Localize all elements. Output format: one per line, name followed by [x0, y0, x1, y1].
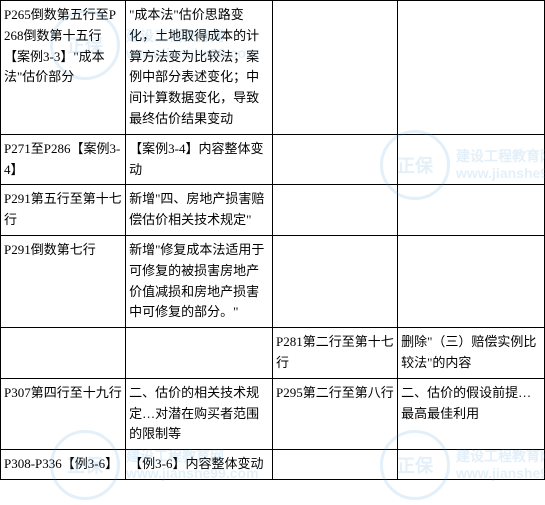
table-cell: "成本法"估价思路变化，土地取得成本的计算方法变为比较法；案例中部分表述变化；中…: [126, 1, 273, 135]
table-cell: 删除"（三）赔偿实例比较法"的内容: [398, 328, 545, 379]
table-cell: P295第二行至第八行: [272, 378, 397, 449]
table-cell: 二、估价的相关技术规定…对潜在购买者范围的限制等: [126, 378, 273, 449]
table-row: P291第五行至第十七行 新增"四、房地产损害赔偿估价相关技术规定": [1, 185, 545, 236]
table-cell: [398, 1, 545, 135]
table-row: P291倒数第七行 新增"修复成本法适用于可修复的被损害房地产价值减损和房地产损…: [1, 235, 545, 327]
table-cell: [272, 1, 397, 135]
table-cell: 二、估价的假设前提…最高最佳利用: [398, 378, 545, 449]
table-cell: 【例3-6】内容整体变动: [126, 450, 273, 480]
table-cell: [1, 328, 126, 379]
table-cell: P265倒数第五行至P268倒数第十五行【案例3-3】"成本法"估价部分: [1, 1, 126, 135]
table-row: P271至P286【案例3-4】 【案例3-4】内容整体变动: [1, 134, 545, 185]
table-cell: 【案例3-4】内容整体变动: [126, 134, 273, 185]
table-body: P265倒数第五行至P268倒数第十五行【案例3-3】"成本法"估价部分 "成本…: [1, 1, 545, 480]
table-cell: 新增"修复成本法适用于可修复的被损害房地产价值减损和房地产损害中可修复的部分。": [126, 235, 273, 327]
table-cell: 新增"四、房地产损害赔偿估价相关技术规定": [126, 185, 273, 236]
table-cell: [272, 185, 397, 236]
table-cell: [126, 328, 273, 379]
table-cell: P291第五行至第十七行: [1, 185, 126, 236]
table-cell: [398, 185, 545, 236]
table-row: P265倒数第五行至P268倒数第十五行【案例3-3】"成本法"估价部分 "成本…: [1, 1, 545, 135]
content-table: P265倒数第五行至P268倒数第十五行【案例3-3】"成本法"估价部分 "成本…: [0, 0, 545, 480]
table-row: P307第四行至十九行 二、估价的相关技术规定…对潜在购买者范围的限制等 P29…: [1, 378, 545, 449]
table-cell: [398, 450, 545, 480]
table-row: P308-P336【例3-6】 【例3-6】内容整体变动: [1, 450, 545, 480]
table-cell: [398, 134, 545, 185]
table-cell: P281第二行至第十七行: [272, 328, 397, 379]
table-cell: P307第四行至十九行: [1, 378, 126, 449]
table-row: P281第二行至第十七行 删除"（三）赔偿实例比较法"的内容: [1, 328, 545, 379]
table-cell: P291倒数第七行: [1, 235, 126, 327]
table-cell: [272, 235, 397, 327]
table-cell: [272, 450, 397, 480]
table-cell: P271至P286【案例3-4】: [1, 134, 126, 185]
table-cell: [398, 235, 545, 327]
table-cell: [272, 134, 397, 185]
table-cell: P308-P336【例3-6】: [1, 450, 126, 480]
